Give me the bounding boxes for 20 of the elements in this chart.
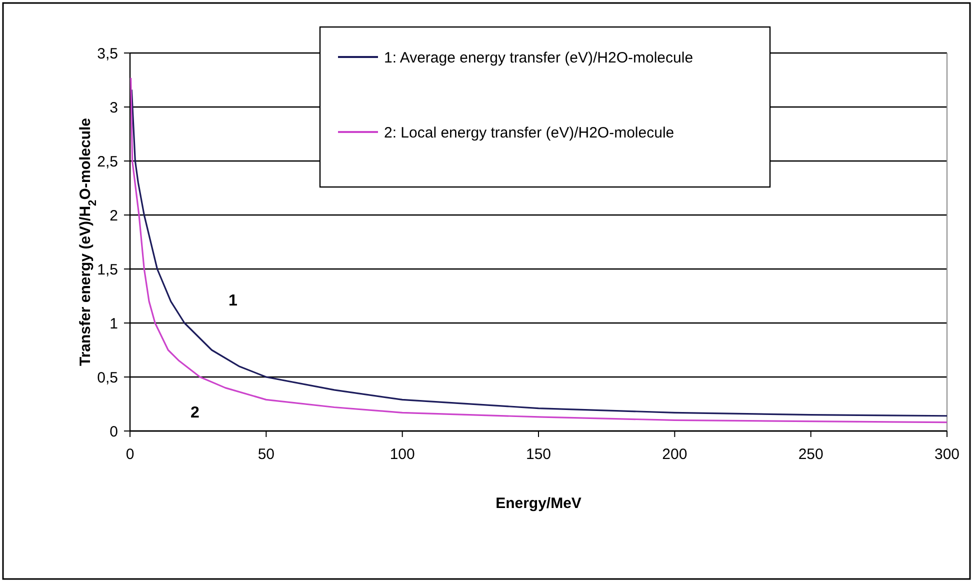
x-tick-label: 50	[258, 446, 275, 463]
x-tick-label: 300	[934, 446, 960, 463]
y-tick-label: 2,5	[97, 153, 118, 170]
y-tick-label: 0,5	[97, 369, 118, 386]
legend-label: 2: Local energy transfer (eV)/H2O-molecule	[384, 124, 674, 142]
x-tick-label: 200	[662, 446, 688, 463]
x-tick-label: 100	[390, 446, 415, 463]
x-axis-title: Energy/MeV	[496, 495, 582, 512]
y-tick-label: 0	[110, 423, 118, 440]
y-tick-label: 2	[110, 207, 118, 224]
y-tick-label: 3,5	[97, 45, 118, 62]
annotation: 2	[190, 404, 200, 422]
x-tick-label: 0	[126, 446, 134, 463]
annotation: 1	[228, 292, 238, 310]
x-tick-label: 150	[526, 446, 552, 463]
y-tick-label: 1,5	[97, 261, 118, 278]
legend-label: 1: Average energy transfer (eV)/H2O-molecule	[384, 49, 694, 66]
y-tick-label: 3	[110, 99, 118, 116]
y-tick-label: 1	[110, 315, 118, 332]
x-tick-label: 250	[798, 446, 824, 463]
